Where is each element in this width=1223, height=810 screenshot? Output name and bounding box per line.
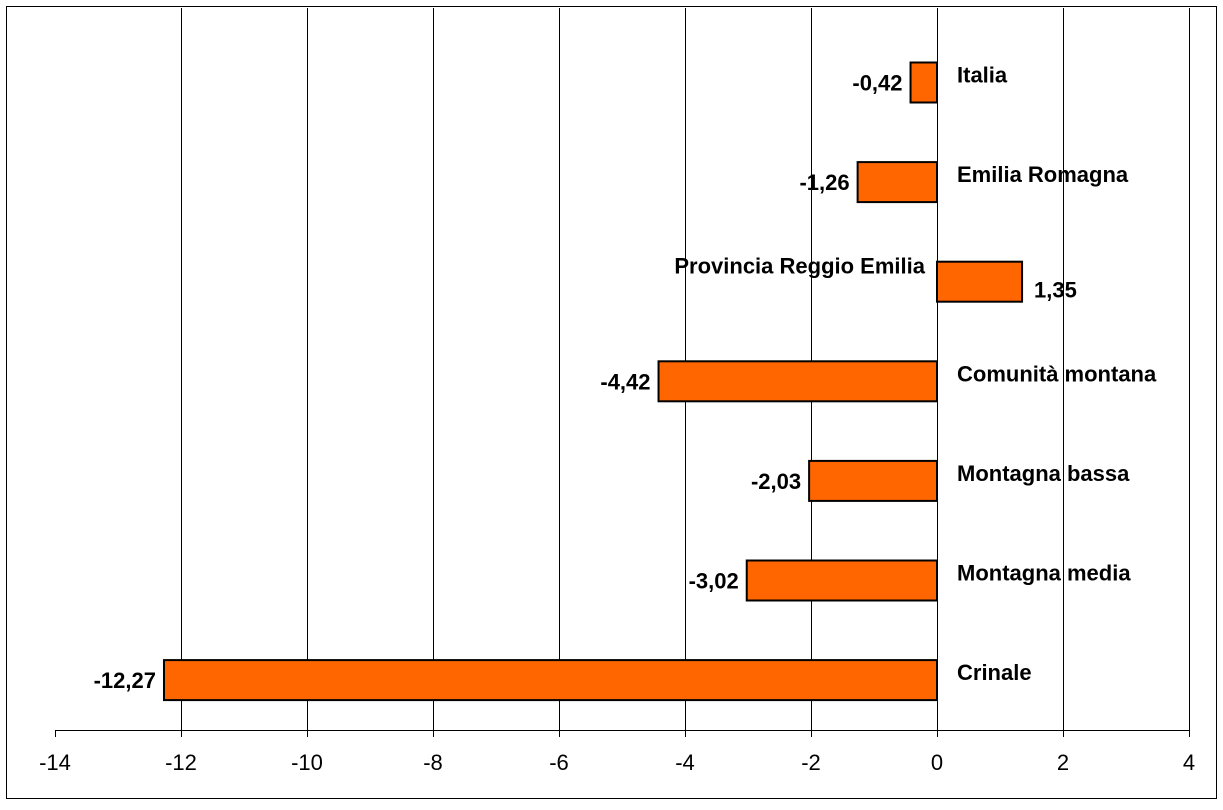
x-axis: -14 -12 -10 -8 -6 -4 -2 0 2 4: [39, 730, 1195, 775]
x-tick-label: -6: [549, 750, 569, 775]
data-label: -3,02: [689, 569, 739, 594]
x-tick-label: -2: [801, 750, 821, 775]
data-label: -4,42: [600, 369, 650, 394]
category-label: Provincia Reggio Emilia: [674, 254, 925, 279]
bar: [808, 459, 938, 502]
category-label: Crinale: [957, 660, 1032, 685]
data-label: -0,42: [852, 71, 902, 96]
bar: [657, 360, 938, 403]
bar: [856, 161, 938, 204]
bars: [162, 61, 1024, 702]
data-label: -12,27: [94, 668, 156, 693]
category-label: Montagna bassa: [957, 461, 1130, 486]
bar: [162, 659, 939, 702]
x-tick-label: 4: [1183, 750, 1195, 775]
bar: [936, 260, 1024, 303]
x-tick-label: -8: [423, 750, 443, 775]
x-tick-label: 2: [1057, 750, 1069, 775]
bar: [745, 559, 938, 602]
x-tick-label: -14: [39, 750, 71, 775]
data-label: -2,03: [751, 469, 801, 494]
category-label: Emilia Romagna: [957, 162, 1129, 187]
category-label: Montagna media: [957, 561, 1131, 586]
labels: -0,42 Italia -1,26 Emilia Romagna 1,35 Provin…: [94, 63, 1157, 694]
bar: [909, 61, 938, 104]
x-tick-label: -12: [165, 750, 197, 775]
data-label: 1,35: [1034, 278, 1077, 303]
x-tick-label: -10: [291, 750, 323, 775]
category-label: Comunità montana: [957, 361, 1157, 386]
data-label: -1,26: [799, 170, 849, 195]
x-tick-label: 0: [931, 750, 943, 775]
category-label: Italia: [957, 63, 1008, 88]
x-tick-label: -4: [675, 750, 695, 775]
